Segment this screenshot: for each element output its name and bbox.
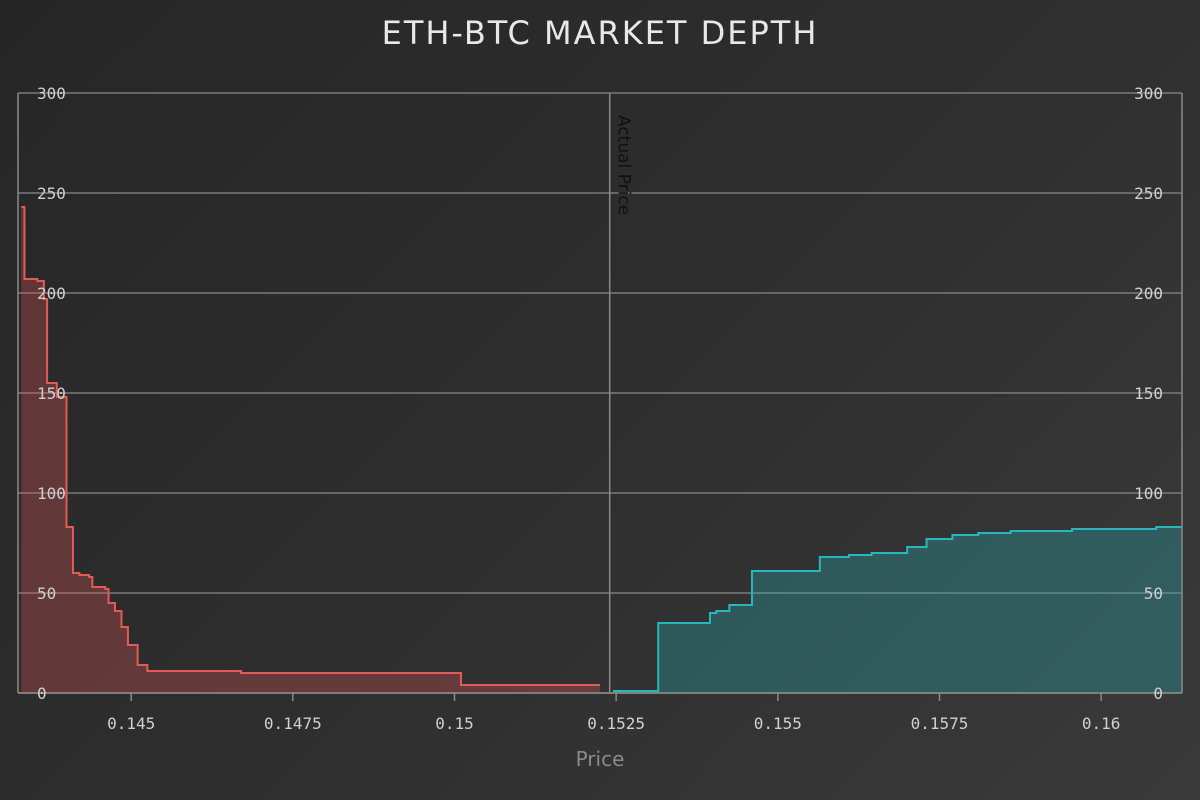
- y-tick-right-300: 300: [1134, 84, 1163, 103]
- y-tick-left-0: 0: [37, 684, 47, 703]
- y-tick-left-200: 200: [37, 284, 66, 303]
- x-tick-0.16: 0.16: [1082, 714, 1121, 733]
- depth-areas: [21, 206, 1182, 693]
- x-tick-0.155: 0.155: [754, 714, 802, 733]
- bids-line: [21, 206, 600, 686]
- tick-labels: 0 0 50 50 100 100 150 150 200 200 250 250 300 300 0.14…: [37, 84, 1163, 733]
- y-tick-left-300: 300: [37, 84, 66, 103]
- x-tick-0.1575: 0.1575: [911, 714, 969, 733]
- y-tick-right-200: 200: [1134, 284, 1163, 303]
- x-tick-0.15: 0.15: [435, 714, 474, 733]
- y-tick-right-150: 150: [1134, 384, 1163, 403]
- y-tick-right-50: 50: [1144, 584, 1163, 603]
- y-tick-right-100: 100: [1134, 484, 1163, 503]
- y-tick-left-250: 250: [37, 184, 66, 203]
- bids-area: [21, 207, 600, 693]
- asks-area: [612, 527, 1182, 693]
- x-tick-0.1525: 0.1525: [587, 714, 645, 733]
- chart-title: ETH-BTC MARKET DEPTH: [381, 14, 819, 52]
- axes: Actual Price: [17, 93, 1183, 701]
- y-tick-left-50: 50: [37, 584, 56, 603]
- x-axis-label: Price: [576, 747, 625, 771]
- asks-line: [612, 526, 1182, 692]
- actual-price-label: Actual Price: [614, 115, 634, 215]
- y-tick-right-250: 250: [1134, 184, 1163, 203]
- x-tick-0.1475: 0.1475: [264, 714, 322, 733]
- y-tick-left-150: 150: [37, 384, 66, 403]
- y-tick-right-0: 0: [1153, 684, 1163, 703]
- x-tick-0.145: 0.145: [107, 714, 155, 733]
- y-tick-left-100: 100: [37, 484, 66, 503]
